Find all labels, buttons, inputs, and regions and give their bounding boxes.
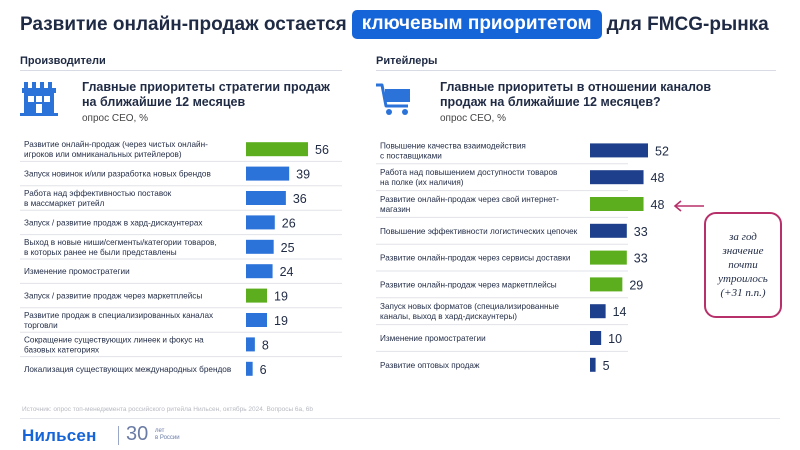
left-category-label: Запуск / развитие продаж в хард-дискаунт… [24,218,202,227]
left-category-label: Локализация существующих международных б… [24,365,231,374]
left-value-label: 24 [280,265,294,279]
logo-separator [118,426,119,445]
title-prefix: Развитие онлайн-продаж остается [20,13,347,35]
left-bar [246,313,268,327]
right-bar [590,357,596,372]
right-chart-title: Главные приоритеты в отношении каналов п… [440,80,712,109]
right-value-label: 48 [651,198,665,212]
left-bar [246,361,253,376]
left-bar [246,191,286,205]
left-category-label: Работа над эффективностью поставок в масс… [24,189,172,208]
right-value-label: 5 [603,359,610,373]
left-value-label: 39 [296,168,310,182]
right-category-label: Повышение эффективности логистических це… [380,227,578,236]
left-bar [246,142,308,157]
left-value-label: 8 [262,338,269,352]
right-value-label: 33 [634,225,648,239]
left-value-label: 26 [282,216,296,230]
shopping-cart-icon [374,82,416,123]
right-panel-label: Ритейлеры [376,55,438,67]
callout-box: за год значение почти утроилось (+31 п.п… [704,212,782,318]
left-category-label: Запуск новинок и/или разработка новых бр… [24,170,211,179]
right-category-label: Развитие оптовых продаж [380,361,480,370]
left-bar [246,215,275,230]
left-value-label: 19 [274,314,288,328]
left-panel-label: Производители [20,55,106,67]
footer-rule [20,418,780,419]
left-category-label: Развитие онлайн-продаж (через чистых онл… [24,140,208,159]
right-value-label: 48 [651,171,665,185]
left-category-label: Выход в новые ниши/сегменты/категории то… [24,238,217,257]
left-value-label: 25 [281,241,295,255]
right-value-label: 14 [613,305,627,319]
left-bar [246,239,274,254]
left-value-label: 19 [274,290,288,304]
right-bar [590,277,623,292]
right-category-label: Повышение качества взаимодействия с поста… [380,141,526,160]
left-bar [246,264,273,279]
right-bar [590,223,627,238]
callout-arrowhead [673,200,682,212]
anniversary-number: 30 [126,423,149,445]
title-suffix: для FMCG-рынка [606,13,769,35]
left-bar [246,166,290,181]
left-value-label: 56 [315,143,329,157]
right-category-label: Изменение промостратегии [380,334,486,343]
left-category-label: Запуск / развитие продаж через маркетпле… [24,292,202,301]
left-bar [246,337,255,352]
source-note: Источник: опрос топ-менеджмента российск… [22,406,314,413]
right-bar [590,304,606,319]
right-category-label: Развитие онлайн-продаж через свой интерн… [380,195,559,214]
left-chart-subtitle: опрос CEO, % [82,113,148,124]
nielsen-logo: Нильсен [22,426,97,445]
left-chart-header: Главные приоритеты стратегии продаж на б… [82,80,382,124]
left-chart-title: Главные приоритеты стратегии продаж на б… [82,80,330,109]
factory-icon [20,82,60,121]
right-value-label: 29 [629,278,643,292]
left-value-label: 36 [293,192,307,206]
right-value-label: 52 [655,144,669,158]
right-value-label: 33 [634,252,648,266]
left-panel-rule [20,70,342,71]
right-bar [590,143,648,158]
right-bar [590,197,644,211]
right-bar [590,331,602,345]
right-panel-rule [376,70,776,71]
page-title: Развитие онлайн-продаж остается ключевым… [20,10,769,39]
right-category-label: Работа над повышением доступности товаро… [380,168,557,187]
title-highlight: ключевым приоритетом [351,10,602,39]
left-category-label: Развитие продаж в специализированных кан… [24,311,213,330]
right-chart-subtitle: опрос CEO, % [440,113,506,124]
left-bar [246,288,268,303]
right-bar [590,250,627,265]
anniversary-caption: лет в России [155,428,180,441]
right-value-label: 10 [608,332,622,346]
right-category-label: Развитие онлайн-продаж через маркетплейс… [380,280,557,289]
left-category-label: Сокращение существующих линеек и фокус н… [24,335,204,354]
right-bar [590,170,644,185]
right-chart-header: Главные приоритеты в отношении каналов п… [440,80,740,124]
right-category-label: Развитие онлайн-продаж через сервисы дос… [380,254,570,263]
left-value-label: 6 [260,363,267,377]
left-category-label: Изменение промостратегии [24,267,130,276]
right-category-label: Запуск новых форматов (специализированны… [380,302,559,321]
